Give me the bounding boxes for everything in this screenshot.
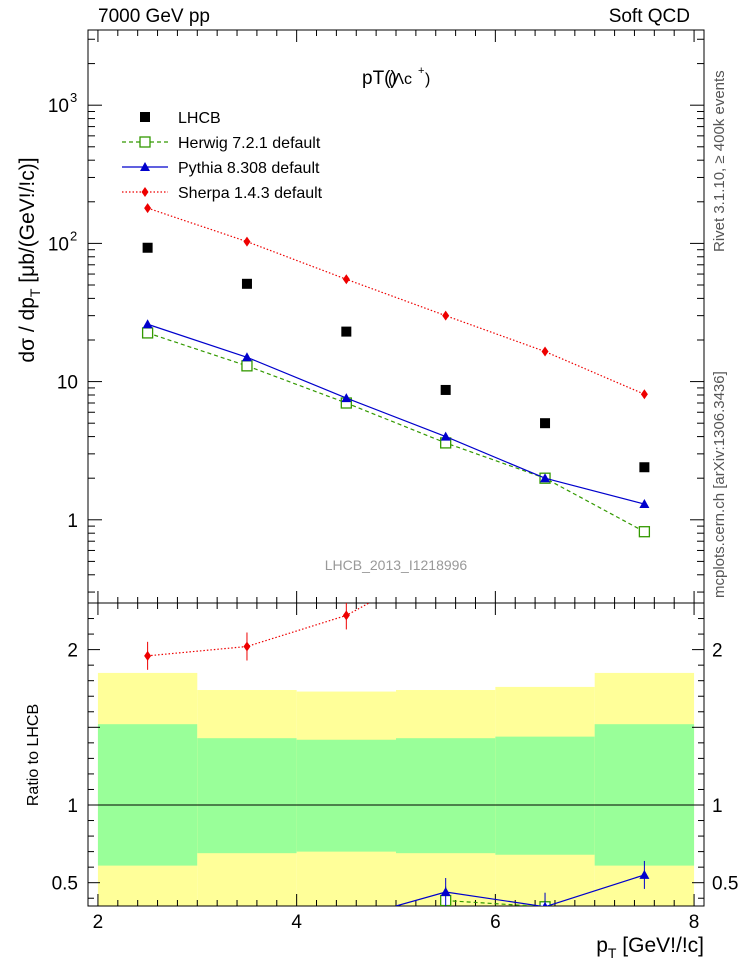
data-point [542,901,548,906]
data-point [141,187,149,197]
legend-label: Sherpa 1.4.3 default [178,185,323,202]
data-point [139,136,151,148]
data-point [342,610,350,621]
data-point [141,327,154,339]
ratio-y-tick-label-right: 0.5 [712,874,738,895]
series-square [142,242,650,473]
y-tick-exponent: 2 [70,228,77,243]
inner-band-bin [296,739,396,852]
data-point [341,393,352,403]
data-point [144,203,152,214]
ratio-series [144,603,650,906]
beam-energy-label: 7000 GeV pp [98,6,210,27]
ratio-series-line [395,874,645,906]
ratio-y-tick-label-right: 2 [712,641,723,662]
x-tick-label: 2 [93,912,104,933]
analysis-watermark: LHCB_2013_I1218996 [325,557,468,573]
data-point [640,389,648,400]
series-line [147,207,645,395]
data-point [241,352,252,362]
rivet-version-label: Rivet 3.1.10, ≥ 400k events [711,70,728,252]
data-point [243,236,251,247]
data-point [243,641,251,652]
data-point [540,473,551,483]
data-point [442,310,450,321]
x-tick-label: 4 [291,912,302,933]
ratio-y-axis-label: Ratio to LHCB [25,704,42,806]
data-point [639,499,650,509]
inner-band-bin [495,736,595,855]
data-point [144,650,152,661]
data-point [341,326,352,337]
inner-band-bin [396,738,496,854]
data-point [440,384,451,395]
process-label: Soft QCD [608,6,690,27]
ratio-series-triangle [395,860,650,906]
series-triangle [142,319,650,509]
data-point [440,431,451,441]
data-point [142,319,153,329]
data-point [639,462,650,473]
data-point [540,418,551,429]
inner-band-bin [97,724,198,866]
y-tick-label: 1 [67,511,78,532]
data-point [541,346,549,357]
inner-band-bin [594,724,695,866]
x-tick-label: 8 [689,912,700,933]
inner-band-bin [197,738,297,854]
data-point [241,278,252,289]
data-point [342,274,350,285]
data-point [440,887,451,897]
series-open-square [141,327,651,538]
plot-title-charge: + [418,65,424,77]
y-tick-exponent: 3 [70,90,77,105]
data-point [639,869,650,879]
ratio-y-tick-label: 1 [67,796,78,817]
y-axis-label: dσ / dpT [μb/(GeV!/!c)] [16,157,43,362]
ratio-y-tick-label-right: 1 [712,796,723,817]
x-axis-label: pT [GeV!/!c] [596,934,704,961]
data-point [140,112,150,122]
legend-label: LHCB [178,110,221,127]
legend-label: Herwig 7.2.1 default [178,135,321,152]
plot-title: pT() [362,68,397,89]
series-diamond [144,203,648,400]
mcplots-reference-label: mcplots.cern.ch [arXiv:1306.3436] [711,371,728,598]
plot-title-close: ) [425,71,430,88]
data-point [142,242,153,253]
y-tick-label: 10 [48,234,69,255]
ratio-y-tick-label: 2 [67,641,78,662]
y-tick-label: 10 [48,96,69,117]
legend: LHCB Herwig 7.2.1 default Pythia 8.308 def… [122,110,323,202]
uncertainty-bands [88,672,704,906]
series-line [147,332,645,533]
ratio-series-diamond [144,603,371,670]
data-point [241,360,253,372]
legend-label: Pythia 8.308 default [178,160,320,177]
plot-title-particle: (Λc [388,71,412,88]
data-point [638,526,651,538]
series-line [147,323,645,505]
ratio-series-line [147,603,371,657]
x-tick-label: 6 [490,912,501,933]
data-point [140,162,150,171]
y-tick-label: 10 [57,373,78,394]
ratio-y-tick-label: 0.5 [52,874,78,895]
